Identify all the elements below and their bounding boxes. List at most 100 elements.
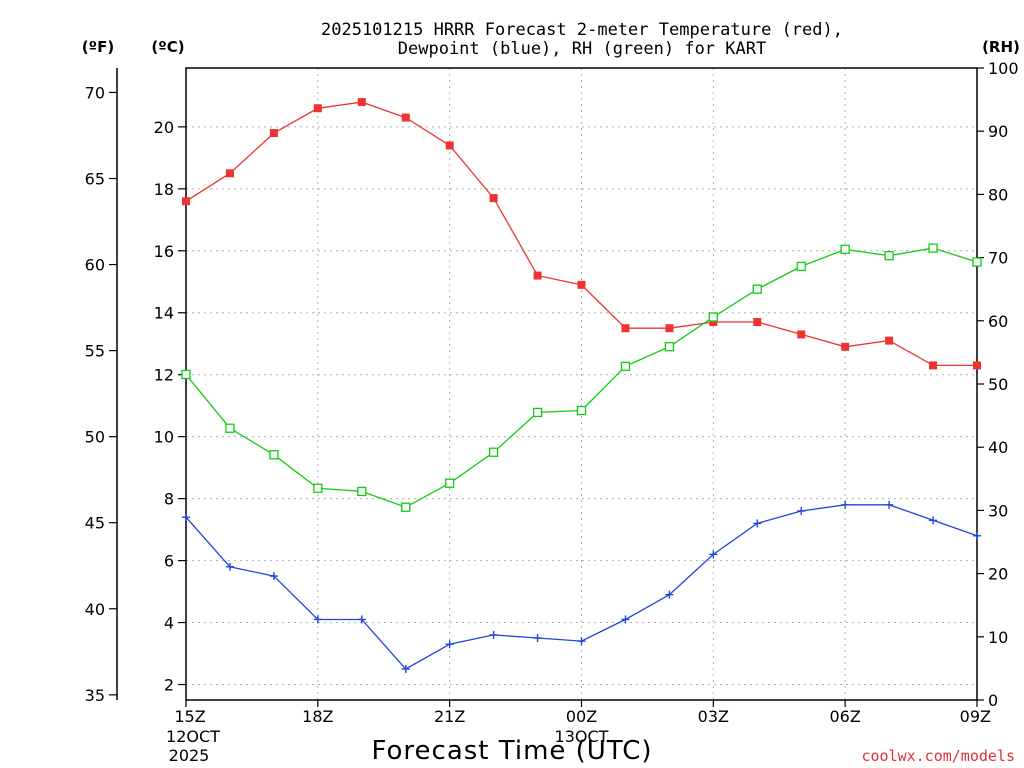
temperature-point — [357, 98, 366, 107]
celsius-tick-label: 4 — [164, 614, 174, 633]
temperature-point — [841, 342, 850, 351]
dewpoint-point — [489, 630, 498, 639]
fahrenheit-tick-label: 65 — [85, 169, 105, 188]
rh-point — [972, 257, 982, 267]
rh-point — [357, 486, 367, 497]
temperature-point — [269, 129, 278, 138]
rh-point — [840, 244, 850, 255]
grid-lines — [185, 68, 978, 700]
rh-point — [796, 261, 806, 272]
rh-tick-label: 50 — [988, 375, 1008, 394]
rh-point — [313, 483, 323, 493]
dewpoint-point — [313, 615, 322, 624]
rh-point — [269, 450, 279, 460]
celsius-tick-label: 20 — [154, 118, 174, 137]
tick-labels: 2 4 6 8 10 12 14 16 18 20 35 40 45 50 55 60 65 70 0 10 20 30 4… — [85, 59, 1019, 765]
celsius-tick-label: 16 — [154, 242, 174, 261]
fahrenheit-tick-label: 55 — [85, 342, 105, 361]
x-tick-date-label: 13OCT — [555, 727, 609, 746]
rh-point — [576, 405, 587, 416]
rh-tick-label: 40 — [988, 438, 1008, 457]
dewpoint-point — [445, 640, 454, 649]
dewpoint-point — [269, 572, 278, 581]
unit-rh-label: (RH) — [982, 38, 1020, 56]
x-axis-label: Forecast Time (UTC) — [371, 736, 652, 766]
rh-tick-label: 60 — [988, 312, 1008, 331]
temperature-point — [709, 318, 718, 327]
axes — [109, 67, 984, 707]
rh-point — [488, 447, 499, 457]
dewpoint-point — [885, 500, 894, 509]
celsius-tick-label: 2 — [164, 676, 174, 695]
watermark: coolwx.com/models — [861, 747, 1015, 765]
temperature-point — [225, 169, 234, 178]
dewpoint-point — [753, 519, 762, 528]
rh-tick-label: 20 — [988, 565, 1008, 584]
temperature-point — [753, 318, 762, 327]
rh-tick-label: 30 — [988, 501, 1008, 520]
celsius-tick-label: 14 — [154, 304, 174, 323]
rh-point — [928, 243, 938, 253]
x-tick-date-label: 12OCT — [166, 727, 220, 746]
dewpoint-point — [182, 513, 190, 522]
rh-tick-label: 100 — [988, 59, 1019, 78]
rh-tick-label: 10 — [988, 628, 1008, 647]
celsius-tick-label: 12 — [154, 366, 174, 385]
dewpoint-point — [973, 531, 981, 540]
dewpoint-point — [929, 516, 938, 525]
fahrenheit-tick-label: 60 — [85, 256, 105, 275]
dewpoint-point — [797, 507, 806, 516]
rh-tick-label: 0 — [988, 691, 998, 710]
temperature-point — [489, 194, 498, 203]
x-tick-label: 03Z — [698, 707, 729, 726]
temperature-point — [533, 271, 542, 280]
fahrenheit-tick-label: 35 — [85, 686, 105, 705]
temperature-point — [577, 280, 586, 289]
temperature-point — [621, 324, 630, 333]
rh-tick-label: 90 — [988, 122, 1008, 141]
unit-f-label: (ºF) — [82, 38, 114, 56]
temperature-point — [885, 336, 894, 345]
rh-point — [884, 251, 894, 261]
rh-point — [181, 369, 191, 380]
temperature-point — [401, 113, 410, 122]
fahrenheit-tick-label: 40 — [85, 600, 105, 619]
dewpoint-point — [841, 500, 850, 509]
rh-point — [664, 342, 675, 352]
dewpoint-point — [225, 562, 234, 571]
rh-point — [445, 478, 455, 488]
celsius-tick-label: 10 — [154, 428, 174, 447]
dewpoint-point — [533, 634, 542, 643]
temperature-point — [313, 104, 322, 113]
rh-point — [620, 361, 631, 371]
rh-tick-label: 70 — [988, 249, 1008, 268]
rh-tick-label: 80 — [988, 185, 1008, 204]
rh-point — [708, 312, 718, 322]
temperature-point — [929, 361, 938, 370]
x-tick-label: 09Z — [960, 707, 991, 726]
rh-point — [752, 284, 762, 294]
temperature-point — [973, 361, 981, 370]
data-series — [181, 98, 982, 674]
x-tick-label: 00Z — [566, 707, 597, 726]
dewpoint-point — [357, 615, 366, 624]
dewpoint-point — [665, 590, 674, 599]
celsius-tick-label: 8 — [164, 490, 174, 509]
rh-point — [225, 423, 235, 433]
x-tick-label: 18Z — [302, 707, 333, 726]
x-tick-label: 21Z — [434, 707, 465, 726]
unit-c-label: (ºC) — [151, 38, 184, 56]
chart-title-line2: Dewpoint (blue), RH (green) for KART — [398, 39, 766, 59]
temperature-point — [665, 324, 674, 333]
x-tick-label: 06Z — [830, 707, 861, 726]
temperature-point — [797, 330, 806, 339]
dewpoint-point — [621, 615, 630, 624]
chart-title-line1: 2025101215 HRRR Forecast 2-meter Tempera… — [321, 20, 843, 40]
x-tick-label: 15Z — [174, 707, 205, 726]
dewpoint-point — [401, 665, 410, 674]
temperature-point — [445, 141, 454, 150]
temperature-point — [182, 197, 190, 206]
dewpoint-point — [709, 550, 718, 559]
plot-frame — [185, 67, 978, 701]
